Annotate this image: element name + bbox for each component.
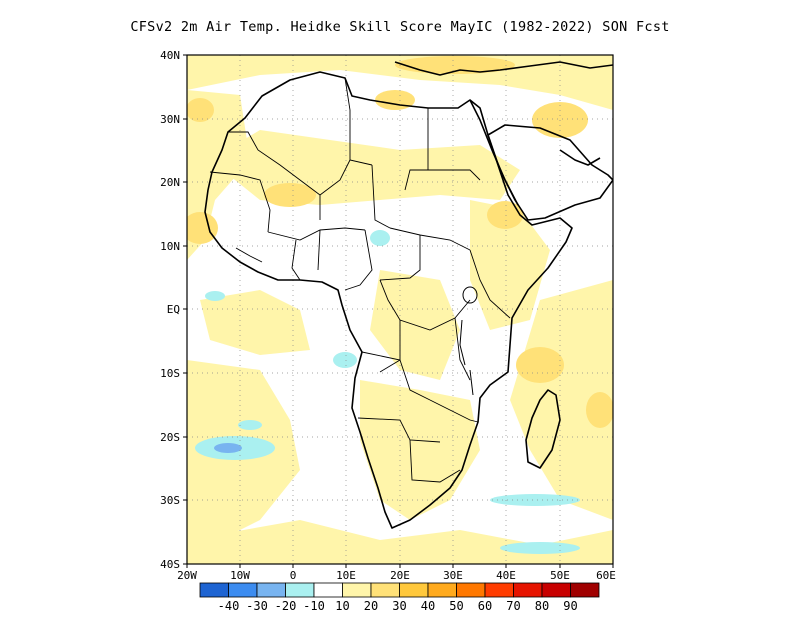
lat-label: 10N [160,240,180,253]
colorbar-swatch [228,582,258,598]
colorbar-label: -40 [218,599,240,613]
shade-neg-2 [214,443,242,453]
colorbar-swatch [313,582,343,598]
lat-ticks [183,54,187,565]
colorbar-swatch [399,582,429,598]
colorbar-label: 20 [364,599,378,613]
red-sea-west [469,99,519,206]
shade-blob-8 [187,98,214,122]
mediterranean-north [394,61,613,76]
lon-label: 0 [290,569,297,582]
shade-blob-6 [516,347,564,383]
grid-lines [187,55,613,564]
lon-label: 20W [177,569,197,582]
lon-label: 10W [230,569,250,582]
shade-neg-3 [490,494,580,506]
colorbar-swatch [513,582,543,598]
lat-label: 40S [160,558,180,571]
colorbar-swatch [541,582,571,598]
colorbar-swatch [370,582,400,598]
shade-blob-3 [375,90,415,110]
madagascar [525,389,561,469]
lakes [459,286,478,396]
colorbar-swatch [484,582,514,598]
lat-label: 30N [160,113,180,126]
shade-blob-9 [395,56,515,74]
lon-label: 20E [390,569,410,582]
colorbar-label: 50 [449,599,463,613]
shade-neg-5 [333,352,357,368]
lon-label: 60E [596,569,616,582]
colorbar-label: 10 [335,599,349,613]
lon-label: 30E [443,569,463,582]
lat-label: 20N [160,176,180,189]
shade-neg-6 [205,291,225,301]
colorbar-label: 70 [506,599,520,613]
shade-southern-africa [360,380,480,520]
lat-label: 40N [160,49,180,62]
shade-sahara [210,130,520,205]
skill-shading [187,55,613,564]
colorbar-swatch [427,582,457,598]
shade-blob-2 [264,183,316,207]
colorbar-label: 60 [478,599,492,613]
shade-neg-4 [500,542,580,554]
shade-equatorial-atlantic [200,290,310,355]
shade-blob-1 [187,212,218,244]
country-borders [209,77,511,483]
shade-east-africa [470,200,550,330]
lon-ticks [186,564,614,568]
colorbar-label: 40 [421,599,435,613]
colorbar-swatch [285,582,315,598]
colorbar-label: -10 [303,599,325,613]
lat-label: EQ [167,303,180,316]
colorbar-swatch [199,582,229,598]
colorbar-label: -30 [246,599,268,613]
colorbar-label: 90 [563,599,577,613]
colorbar-label: 80 [535,599,549,613]
colorbar-label: 30 [392,599,406,613]
colorbar-swatch [456,582,486,598]
shade-blob-7 [586,392,613,428]
shade-indian-ocean [510,280,613,520]
lat-label: 30S [160,494,180,507]
lon-label: 50E [550,569,570,582]
lat-label: 10S [160,367,180,380]
colorbar-label: -20 [275,599,297,613]
persian-gulf [559,149,601,166]
shade-south-ocean [187,520,613,564]
lon-label: 40E [496,569,516,582]
lat-label: 20S [160,431,180,444]
colorbar-swatch [256,582,286,598]
colorbar-swatch [342,582,372,598]
colorbar-swatch [570,582,600,598]
lon-label: 10E [336,569,356,582]
shade-neg-7 [370,230,390,246]
shade-neg-8 [238,420,262,430]
shade-blob-5 [487,201,523,229]
map-title: CFSv2 2m Air Temp. Heidke Skill Score Ma… [130,19,670,35]
colorbar: -40 -30 -20 -10 10 20 30 40 50 60 70 80 90 [199,582,600,613]
